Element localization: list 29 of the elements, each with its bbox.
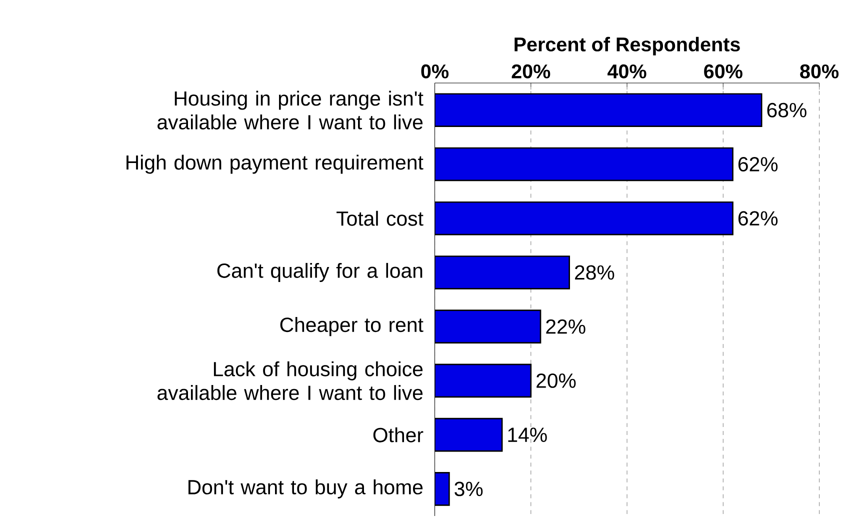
y-tick-label: Can't qualify for a loan	[217, 262, 422, 282]
x-tick-label: 0%	[421, 64, 449, 78]
data-label: 68%	[767, 102, 806, 118]
bar	[434, 364, 532, 398]
x-tick-label: 20%	[512, 64, 550, 78]
x-tick-label: 40%	[608, 64, 646, 78]
bar	[434, 310, 542, 344]
bar	[434, 201, 734, 236]
y-tick-label: Total cost	[336, 210, 424, 226]
y-tick-label: Lack of housing choice available where I want to live	[158, 361, 423, 400]
data-label: 22%	[546, 319, 586, 334]
y-tick-label: Don't want to buy a home	[188, 479, 423, 498]
y-tick-label: High down payment requirement	[126, 154, 424, 174]
x-axis-title: Percent of Respondents	[514, 36, 740, 56]
y-tick-label: Other	[373, 427, 424, 442]
data-label: 62%	[738, 157, 778, 172]
bar	[434, 256, 570, 290]
data-label: 20%	[536, 373, 576, 388]
bar	[434, 93, 762, 128]
bar	[434, 147, 734, 182]
data-label: 14%	[508, 428, 547, 442]
data-label: 62%	[738, 211, 778, 226]
y-tick-label: Housing in price range isn't available where I want to live	[158, 90, 424, 130]
data-label: 3%	[454, 482, 483, 496]
data-label: 28%	[575, 265, 614, 280]
y-tick-label: Cheaper to rent	[280, 317, 424, 336]
x-tick-label: 80%	[800, 64, 839, 78]
bar	[434, 418, 503, 452]
x-tick-label: 60%	[704, 64, 742, 78]
